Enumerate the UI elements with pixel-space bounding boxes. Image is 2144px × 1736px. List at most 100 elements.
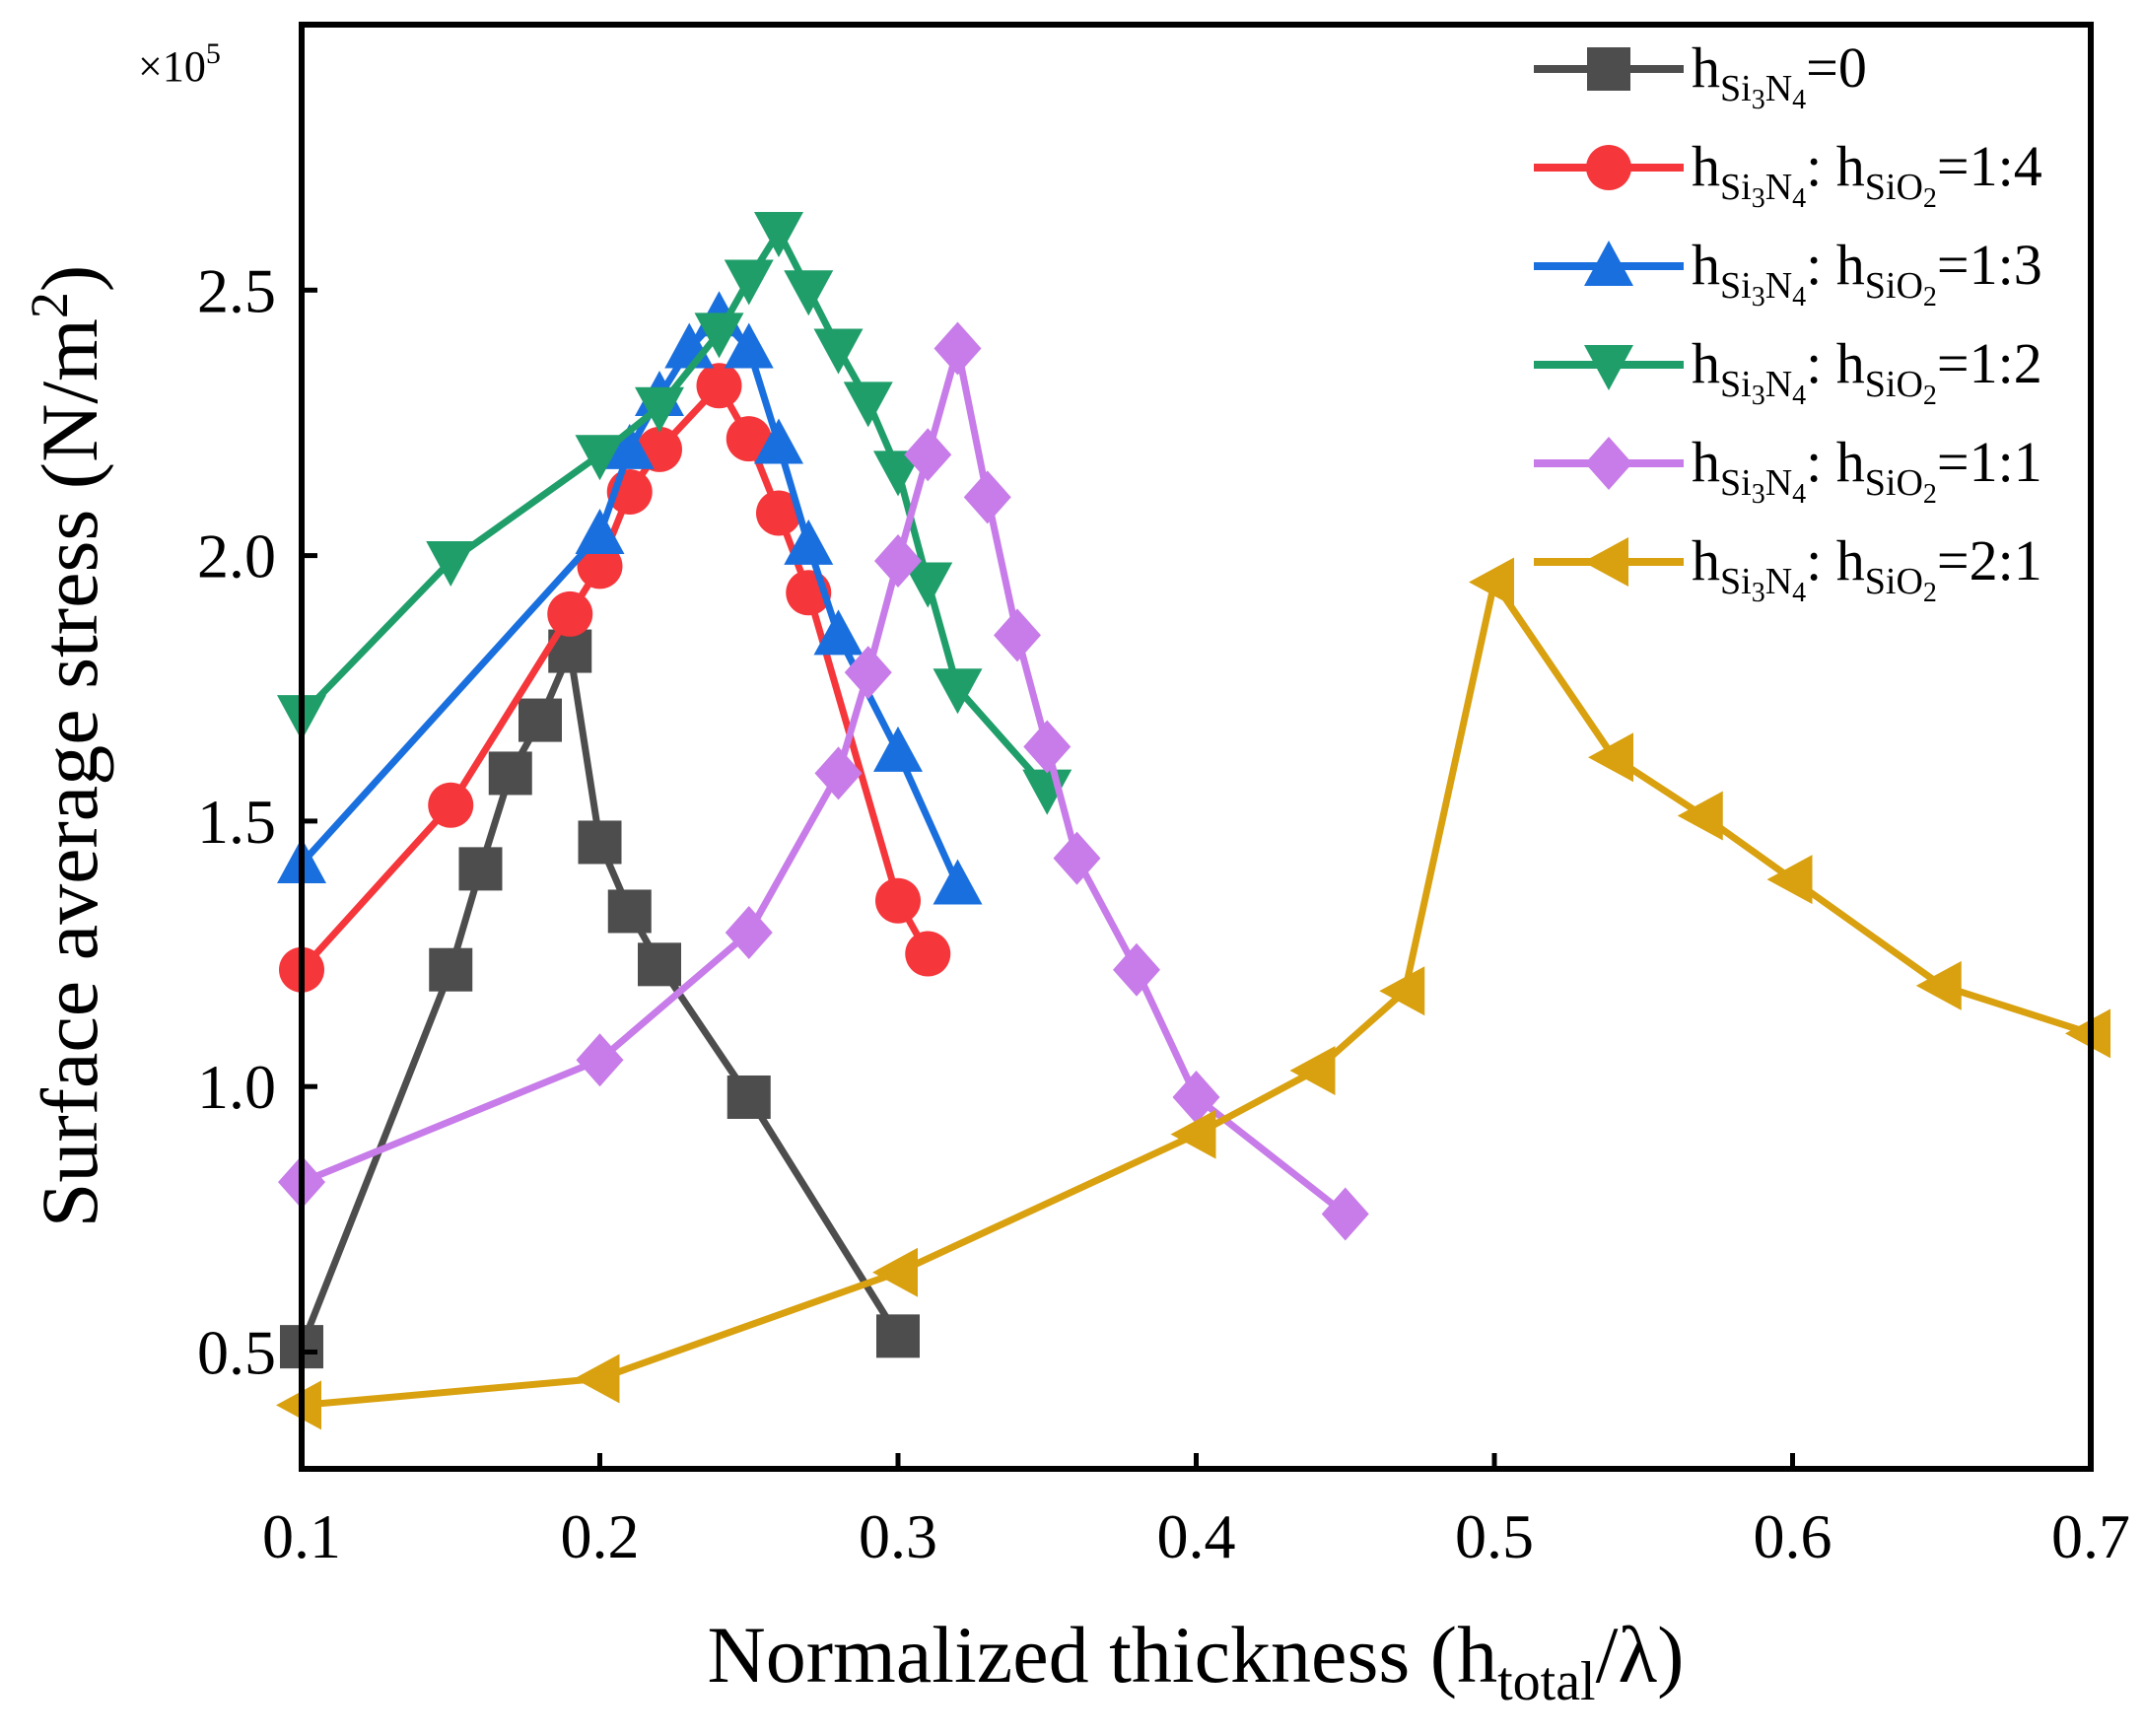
data-point [577, 543, 623, 590]
x-axis-title-subscript: total [1497, 1651, 1596, 1712]
multiplier-label: ×105 [138, 37, 221, 91]
data-point [963, 470, 1011, 524]
series-4 [277, 212, 1072, 815]
legend-label: hSi3N4: hSiO2=1:3 [1692, 233, 2042, 312]
data-point [754, 418, 803, 464]
data-point [519, 698, 562, 742]
data-point [575, 509, 625, 555]
data-point [426, 540, 476, 587]
data-point [1379, 966, 1425, 1016]
y-axis-title-superscript: 2 [20, 292, 79, 318]
data-point [694, 312, 744, 359]
data-point [756, 490, 801, 536]
x-axis: 0.1 0.2 0.3 0.4 0.5 0.6 0.7 [262, 1453, 2130, 1571]
data-point [844, 646, 892, 700]
data-point [905, 931, 951, 977]
data-point [1289, 1046, 1336, 1096]
data-point [574, 1354, 620, 1404]
x-tick-label: 0.5 [1455, 1501, 1534, 1571]
data-point [547, 590, 593, 637]
legend-marker [1584, 345, 1633, 390]
data-point [726, 416, 772, 462]
data-point [875, 877, 921, 924]
data-point [724, 259, 774, 306]
data-point [1170, 1109, 1216, 1159]
legend-label: hSi3N4: hSiO2=2:1 [1692, 528, 2042, 608]
data-point [933, 668, 983, 715]
series-6 [276, 557, 2110, 1430]
data-point [725, 906, 773, 960]
data-point [1321, 1187, 1369, 1241]
data-point [576, 1033, 624, 1087]
y-axis-title: Surface average stress (N/m2) [20, 265, 114, 1227]
data-point [1677, 791, 1723, 841]
legend-item: hSi3N4: hSiO2=1:3 [1534, 233, 2042, 312]
legend-item: hSi3N4: hSiO2=2:1 [1534, 528, 2042, 608]
legend-item: hSi3N4: hSiO2=1:2 [1534, 331, 2042, 411]
data-point [458, 847, 503, 891]
data-point [873, 451, 923, 497]
data-point [876, 1314, 920, 1358]
legend-item: hSi3N4=0 [1534, 35, 1867, 115]
series-line [299, 228, 1050, 792]
data-point [726, 1075, 771, 1119]
series-5 [278, 321, 1369, 1241]
x-axis-title: Normalized thickness (htotal/λ) [708, 1610, 1685, 1712]
data-point [874, 533, 922, 588]
data-point [724, 322, 774, 369]
series-line [298, 648, 901, 1349]
data-point [934, 321, 982, 376]
data-point [813, 609, 864, 656]
data-point [933, 859, 983, 905]
data-point [1469, 557, 1514, 607]
legend-marker [1584, 241, 1633, 286]
y-tick-label: 0.5 [197, 1318, 276, 1388]
data-point [1915, 960, 1962, 1010]
series-layer [276, 212, 2110, 1430]
data-point [578, 820, 622, 865]
series-line [301, 579, 2093, 1409]
series-1 [280, 629, 920, 1369]
data-point [904, 428, 952, 482]
legend: hSi3N4=0 hSi3N4: hSiO2=1:4 hSi3N4: hSiO2=1… [1534, 35, 2042, 608]
data-point [1053, 831, 1101, 885]
legend-label: hSi3N4=0 [1692, 35, 1867, 115]
legend-label: hSi3N4: hSiO2=1:2 [1692, 331, 2042, 411]
data-point [994, 608, 1041, 662]
legend-label: hSi3N4: hSiO2=1:4 [1692, 134, 2042, 214]
x-axis-title-tail: /λ) [1596, 1610, 1685, 1700]
data-point [607, 889, 652, 934]
y-tick-label: 1.0 [197, 1052, 276, 1122]
data-point [814, 746, 863, 800]
data-point [429, 947, 473, 992]
legend-marker [1583, 537, 1628, 587]
x-tick-label: 0.3 [859, 1501, 937, 1571]
data-point [813, 328, 864, 375]
data-point [903, 562, 953, 608]
data-point [1023, 720, 1072, 774]
data-point [872, 1247, 918, 1297]
y-tick-label: 1.5 [197, 787, 276, 857]
data-point [575, 435, 625, 481]
data-point [635, 386, 684, 433]
y-tick-label: 2.5 [197, 255, 276, 325]
data-point [696, 363, 742, 409]
legend-marker [1587, 47, 1630, 91]
data-point [1588, 732, 1633, 783]
x-tick-label: 0.4 [1157, 1501, 1236, 1571]
legend-item: hSi3N4: hSiO2=1:4 [1534, 134, 2042, 214]
data-point [1766, 855, 1813, 905]
data-point [784, 270, 834, 316]
data-point [754, 212, 803, 258]
data-point [873, 726, 923, 772]
legend-marker [1586, 145, 1631, 190]
y-axis-title-tail: ) [25, 265, 114, 292]
data-point [638, 942, 681, 987]
data-point [604, 423, 655, 469]
data-point [1113, 942, 1160, 997]
x-tick-label: 0.2 [561, 1501, 640, 1571]
multiplier-exponent: 5 [206, 37, 221, 70]
data-point [784, 519, 834, 565]
data-point [1172, 1070, 1220, 1124]
